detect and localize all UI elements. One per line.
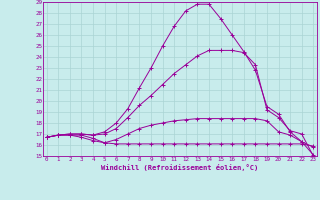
X-axis label: Windchill (Refroidissement éolien,°C): Windchill (Refroidissement éolien,°C) bbox=[101, 164, 259, 171]
